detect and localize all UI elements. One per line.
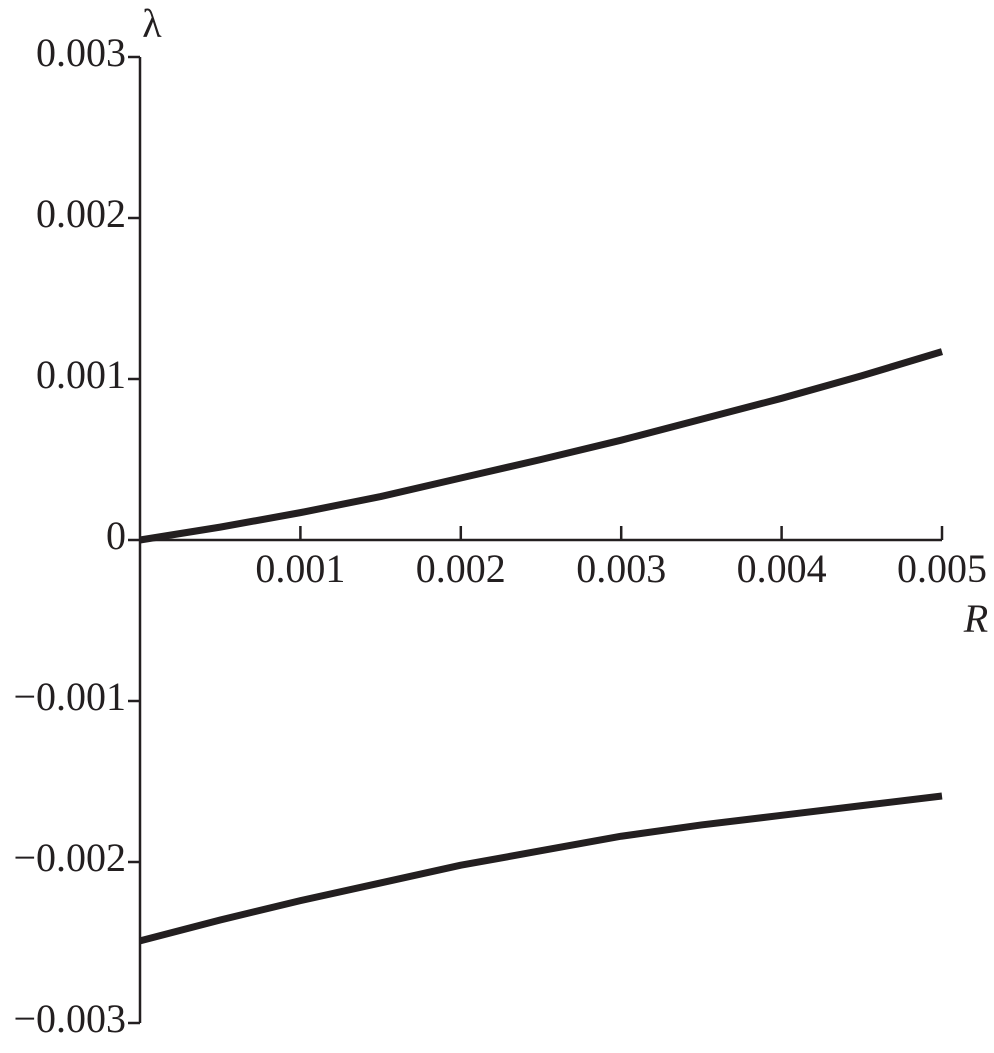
y-tick-label: −0.003 bbox=[13, 996, 126, 1041]
x-tick-label: 0.002 bbox=[416, 546, 506, 591]
x-tick-label: 0.003 bbox=[576, 546, 666, 591]
x-tick-label: 0.005 bbox=[897, 546, 987, 591]
y-tick-label: 0.001 bbox=[36, 352, 126, 397]
y-tick-label: 0.002 bbox=[36, 191, 126, 236]
y-tick-label: −0.001 bbox=[13, 674, 126, 719]
x-tick-label: 0.004 bbox=[737, 546, 827, 591]
x-tick-label: 0.001 bbox=[255, 546, 345, 591]
x-axis-label: R bbox=[963, 596, 988, 641]
data-line bbox=[139, 792, 943, 945]
y-tick-label: −0.002 bbox=[13, 835, 126, 880]
data-line bbox=[139, 348, 944, 544]
y-axis-label: λ bbox=[142, 1, 162, 46]
y-tick-label: 0.003 bbox=[36, 30, 126, 75]
y-tick-label: 0 bbox=[106, 513, 126, 558]
